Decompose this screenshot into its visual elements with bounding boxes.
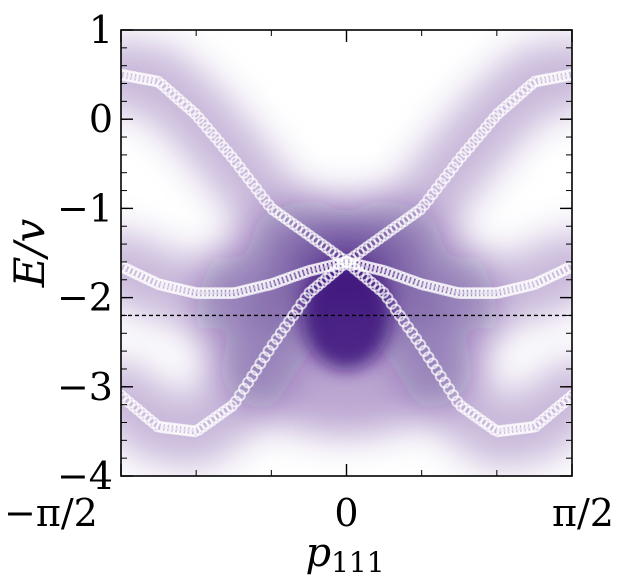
x-tick-label-2: π/2 [552,491,614,535]
band-2-point-19 [192,287,205,300]
band-2-point-82 [451,286,464,299]
y-tick-label-3: −2 [57,276,113,320]
band-0-point-94 [500,424,513,437]
band-0-point-0 [121,68,127,81]
band-1-point-110 [566,68,572,81]
band-2-point-90 [484,287,496,300]
band-2-point-26 [221,287,234,300]
band-1-point-12 [164,422,177,435]
band-0-point-96 [508,423,521,436]
band-2-point-27 [225,287,238,300]
heatmap-background [121,30,572,476]
band-0-point-99 [520,421,533,434]
y-tick-label-2: −1 [57,186,113,230]
x-axis-title-main: p [305,530,331,576]
tick-labels: 1 0 −1 −2 −3 −4−π/2 0 π/2 [4,8,614,535]
x-axis-title: p111 [305,530,384,579]
band-2-point-23 [209,287,222,300]
band-2-point-18 [188,286,201,299]
x-tick-label-1: 0 [334,491,358,535]
band-1-point-10 [156,421,168,434]
band-1-point-11 [160,421,173,434]
band-0-point-98 [516,422,529,435]
band-2-point-89 [479,287,492,300]
band-2 [121,255,572,300]
band-2-point-85 [463,287,476,300]
band-2-point-22 [205,287,218,300]
band-1-point-16 [180,424,193,437]
band-2-point-110 [566,260,572,273]
y-tick-label-0: 1 [89,8,113,52]
band-1-point-15 [176,423,189,436]
band-2-point-21 [201,287,214,300]
band-1-point-0 [121,389,127,402]
x-axis-title-subscript: 111 [331,546,384,579]
axis-ticks [120,29,573,477]
band-2-point-24 [213,287,226,300]
band-1-point-17 [184,424,197,437]
band-0-point-92 [492,425,505,438]
band-markers [121,68,572,438]
band-0-point-93 [496,424,509,437]
band-2-point-86 [467,287,480,300]
x-tick-label-0: −π/2 [4,491,98,535]
band-1-point-13 [168,422,181,435]
band-2-point-84 [459,287,472,300]
y-tick-label-5: −4 [57,454,113,498]
band-1-point-14 [172,423,185,436]
band-0 [121,68,572,438]
band-0-point-110 [566,389,572,402]
band-2-point-88 [475,287,488,300]
band-0-point-95 [504,423,517,436]
band-0-point-97 [512,422,525,435]
band-2-point-91 [488,287,501,300]
band-2-point-83 [455,287,468,300]
band-2-point-20 [197,287,209,300]
y-tick-label-4: −3 [57,365,113,409]
y-tick-label-1: 0 [89,97,113,141]
y-axis-title: E/v [5,218,54,288]
band-2-point-25 [217,287,230,300]
band-2-point-87 [471,287,484,300]
